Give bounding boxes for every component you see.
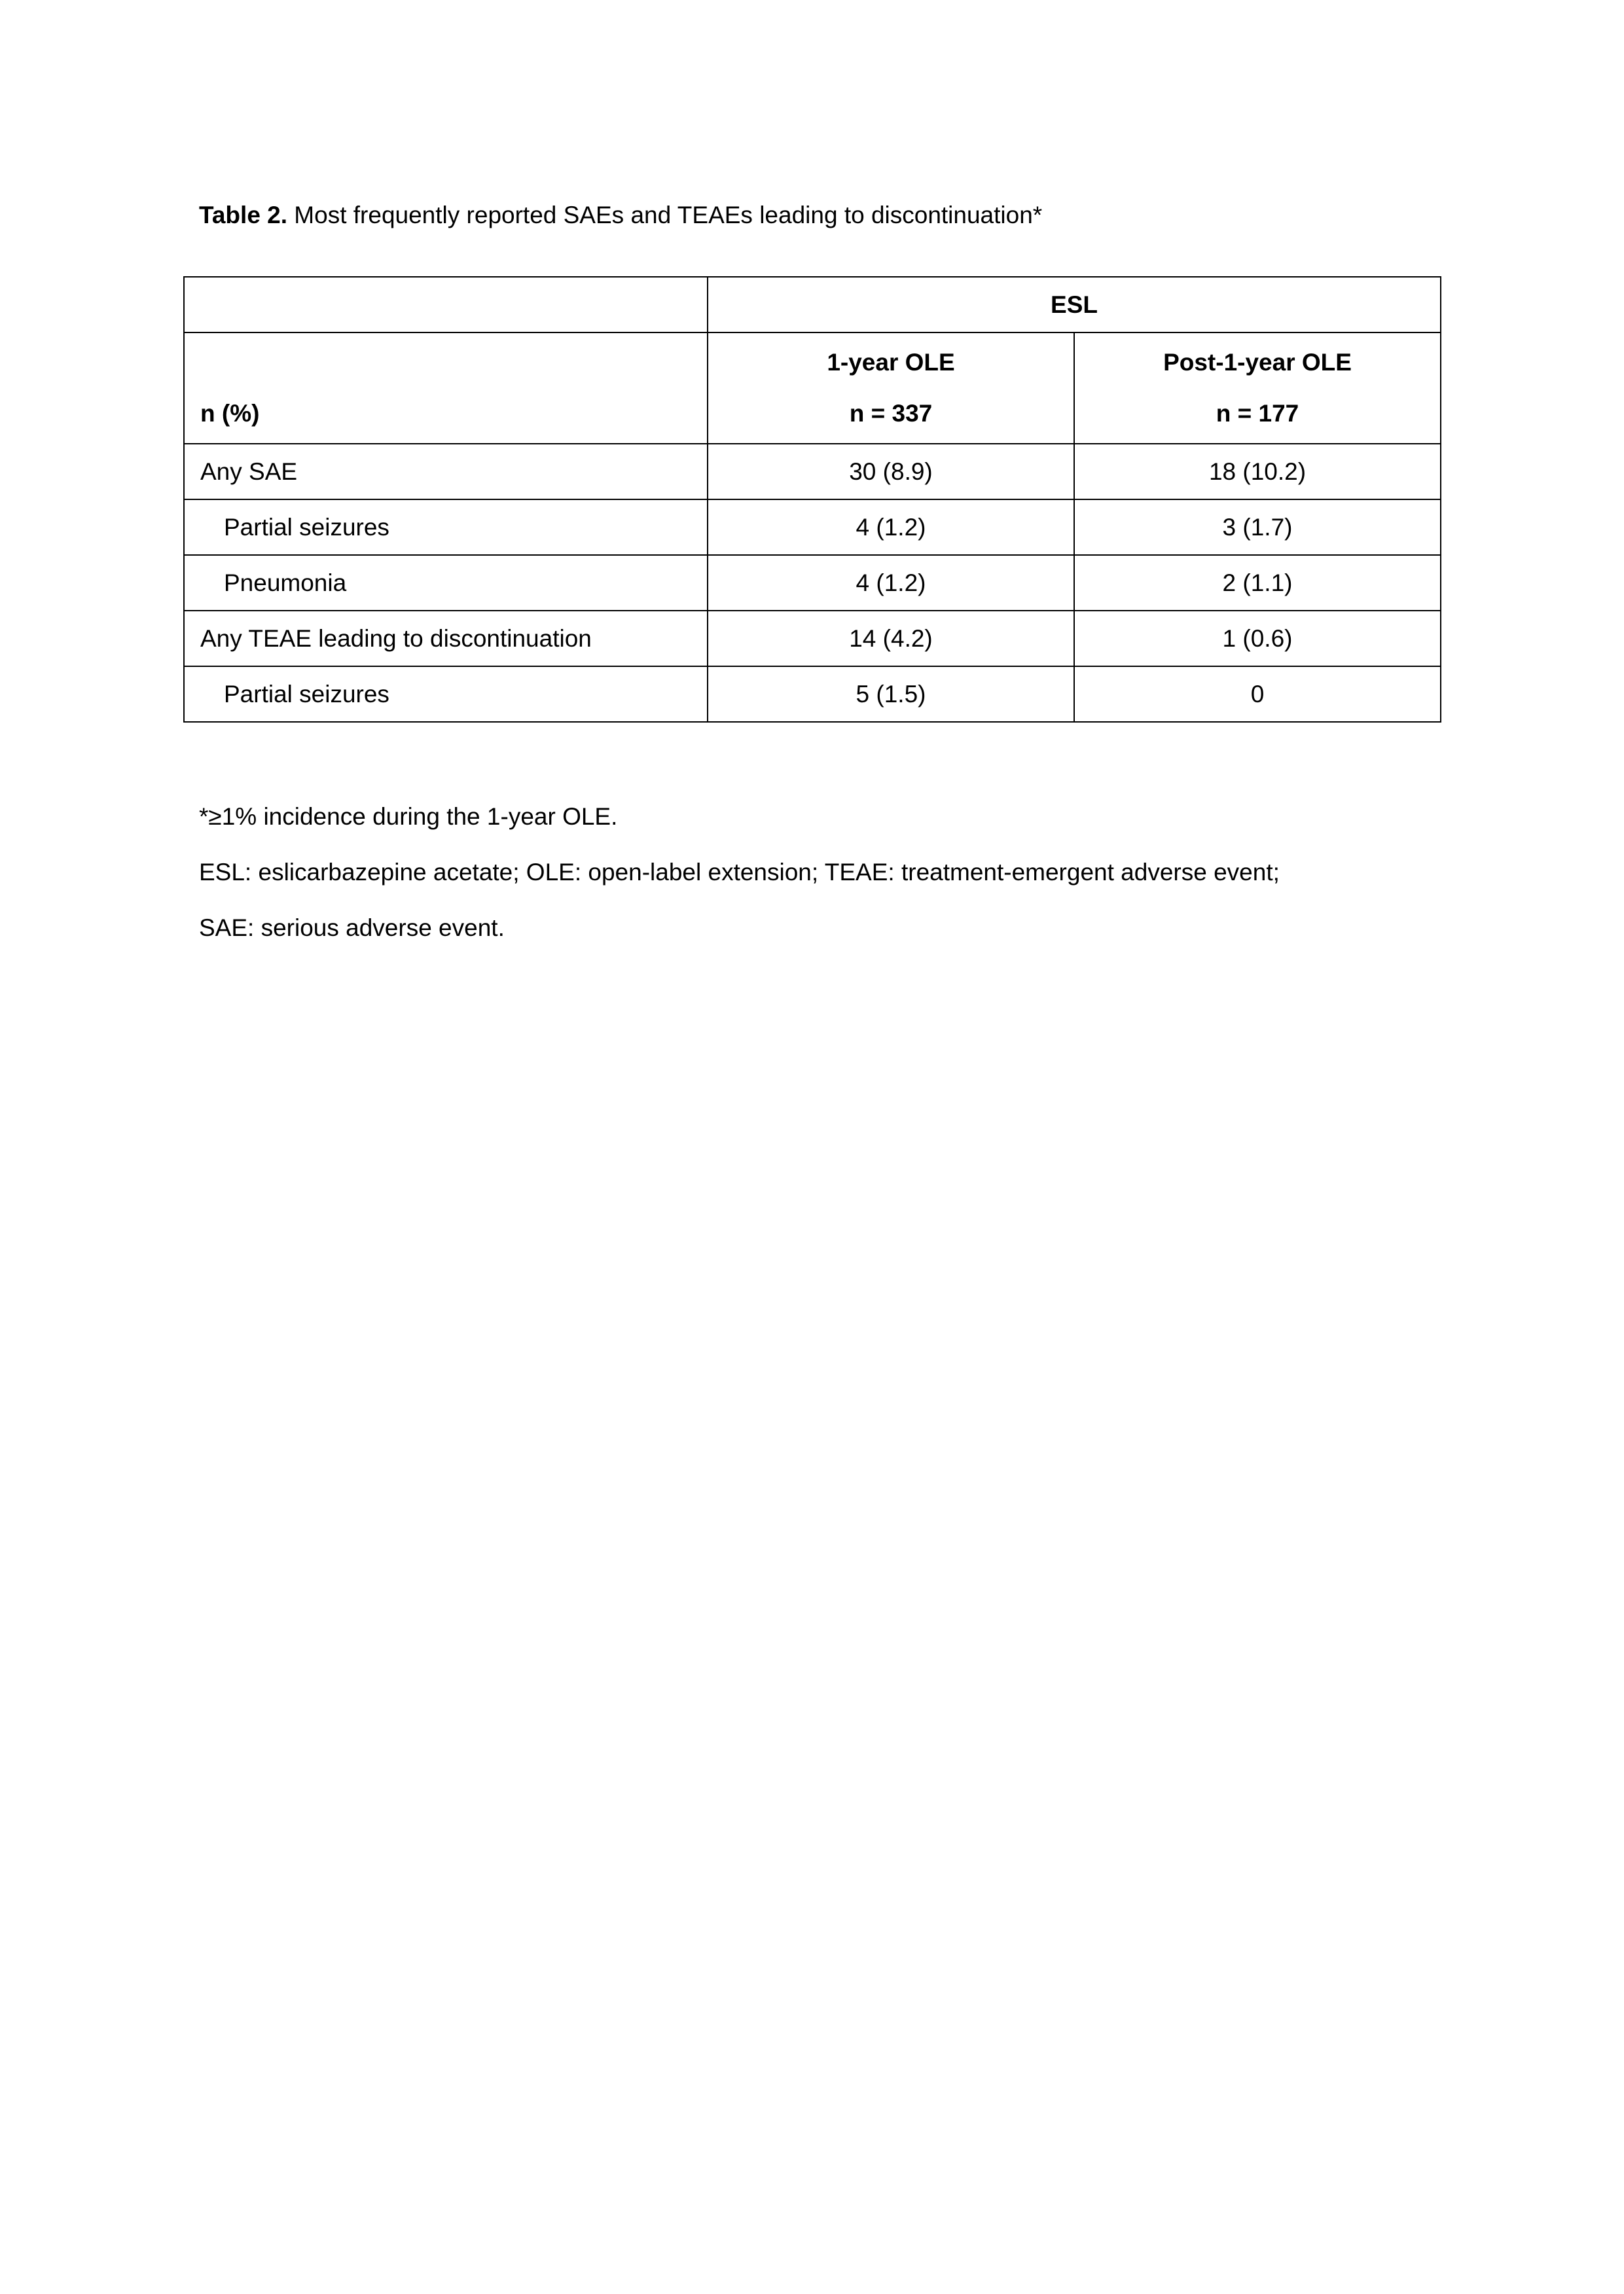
table-cell: 30 (8.9) [707,443,1075,500]
table-cell: 4 (1.2) [707,554,1075,611]
footnotes: *≥1% incidence during the 1-year OLE. ES… [199,789,1280,956]
table-row: Partial seizures 5 (1.5) 0 [183,666,1441,723]
table-cell: 0 [1074,666,1441,723]
row-label: Partial seizures [183,499,708,556]
row-label: Pneumonia [183,554,708,611]
table-title: Most frequently reported SAEs and TEAEs … [287,202,1043,228]
table-cell: 5 (1.5) [707,666,1075,723]
footnote: ESL: eslicarbazepine acetate; OLE: open-… [199,859,1280,886]
table-caption: Table 2. Most frequently reported SAEs a… [199,202,1042,229]
empty-header-cell [183,276,708,333]
table-number: Table 2. [199,202,288,228]
group-header: ESL [707,276,1441,333]
row-label: Partial seizures [183,666,708,723]
header-row-group: ESL [183,276,1441,333]
table-row: Any SAE 30 (8.9) 18 (10.2) [183,443,1441,500]
table-cell: 3 (1.7) [1074,499,1441,556]
table-cell: 2 (1.1) [1074,554,1441,611]
table-cell: 4 (1.2) [707,499,1075,556]
row-header-label: n (%) [200,400,260,427]
column-n: n = 337 [849,400,933,427]
column-header: Post-1-year OLE n = 177 [1074,332,1441,444]
column-name: 1-year OLE [827,349,955,376]
table-cell: 1 (0.6) [1074,610,1441,667]
table-row: Pneumonia 4 (1.2) 2 (1.1) [183,554,1441,611]
column-header: 1-year OLE n = 337 [707,332,1075,444]
row-label: Any TEAE leading to discontinuation [183,610,708,667]
footnote: SAE: serious adverse event. [199,914,505,941]
row-label: Any SAE [183,443,708,500]
footnote: *≥1% incidence during the 1-year OLE. [199,803,618,830]
row-header-cell: n (%) [183,332,708,444]
table-cell: 14 (4.2) [707,610,1075,667]
header-row-columns: n (%) 1-year OLE n = 337 Post-1-year OLE n… [183,332,1441,444]
table-row: Partial seizures 4 (1.2) 3 (1.7) [183,499,1441,556]
column-n: n = 177 [1216,400,1299,427]
column-name: Post-1-year OLE [1163,349,1352,376]
results-table: ESL n (%) 1-year OLE n = 337 Post-1-year … [183,276,1441,723]
table-row: Any TEAE leading to discontinuation 14 (4… [183,610,1441,667]
table-cell: 18 (10.2) [1074,443,1441,500]
